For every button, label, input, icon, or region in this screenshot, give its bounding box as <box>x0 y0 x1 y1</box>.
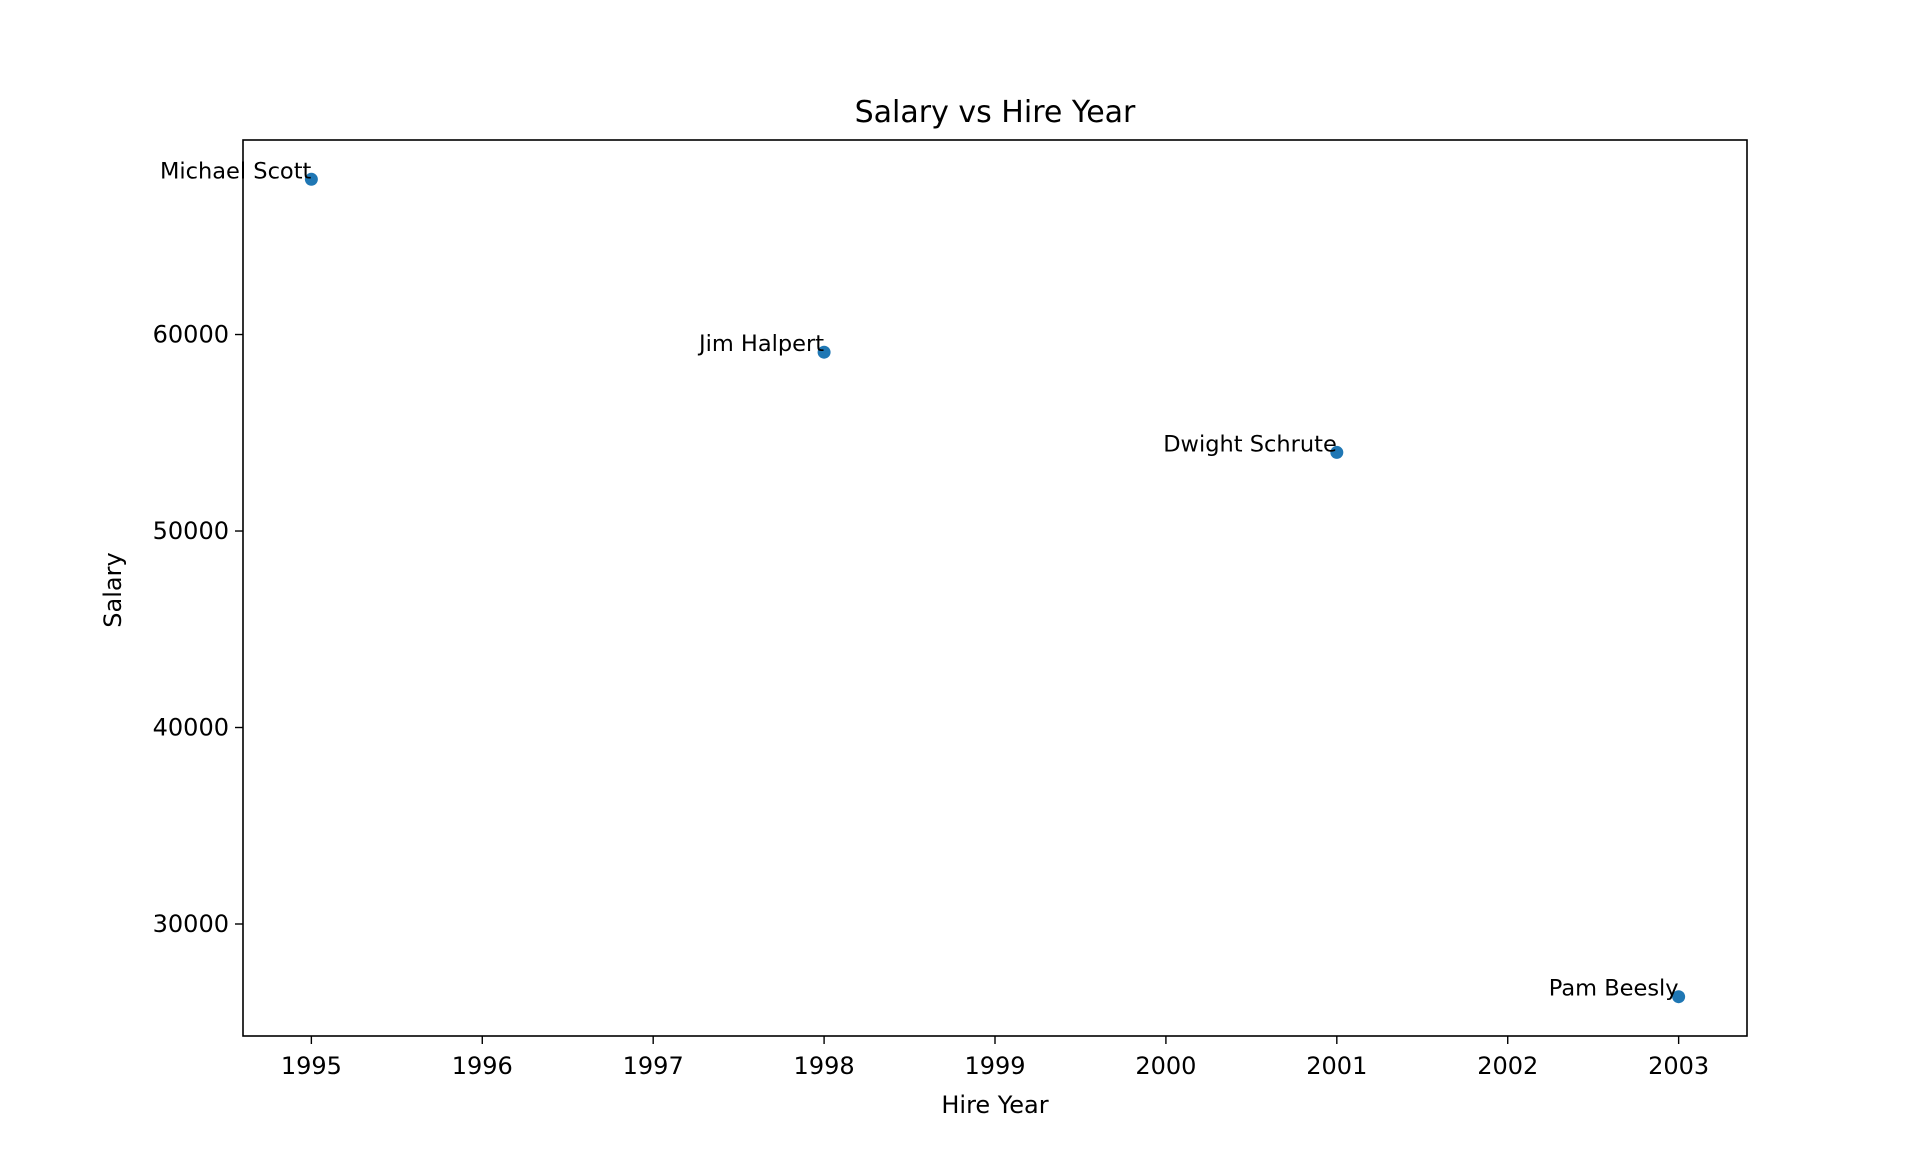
x-tick-label: 1996 <box>452 1052 513 1080</box>
point-label: Jim Halpert <box>697 331 824 357</box>
data-point <box>1330 445 1344 459</box>
y-tick-label: 30000 <box>153 910 229 938</box>
y-tick-label: 60000 <box>153 321 229 349</box>
point-label: Dwight Schrute <box>1163 431 1337 457</box>
point-label: Michael Scott <box>160 158 312 184</box>
chart-title: Salary vs Hire Year <box>855 95 1136 130</box>
y-tick-label: 40000 <box>153 714 229 742</box>
data-point <box>817 345 831 359</box>
x-tick-label: 1998 <box>794 1052 855 1080</box>
y-axis-label: Salary <box>99 552 127 627</box>
x-axis-label: Hire Year <box>941 1091 1048 1119</box>
x-tick-label: 2002 <box>1477 1052 1538 1080</box>
x-tick-label: 2001 <box>1306 1052 1367 1080</box>
x-tick-label: 2000 <box>1135 1052 1196 1080</box>
y-tick-label: 50000 <box>153 517 229 545</box>
plot-area: 1995 1996 1997 1998 1999 2000 2001 2002 2003 3000… <box>153 158 1710 1080</box>
data-point <box>304 172 318 186</box>
x-tick-label: 2003 <box>1648 1052 1709 1080</box>
x-tick-label: 1997 <box>623 1052 684 1080</box>
x-tick-label: 1995 <box>281 1052 342 1080</box>
data-point <box>1672 990 1686 1004</box>
axes-frame <box>242 139 1748 1037</box>
point-label: Pam Beesly <box>1549 976 1679 1002</box>
x-tick-label: 1999 <box>964 1052 1025 1080</box>
